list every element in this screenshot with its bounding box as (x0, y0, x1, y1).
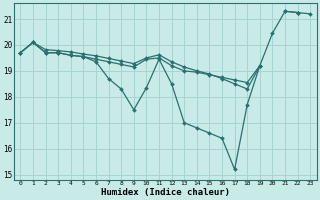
X-axis label: Humidex (Indice chaleur): Humidex (Indice chaleur) (101, 188, 230, 197)
